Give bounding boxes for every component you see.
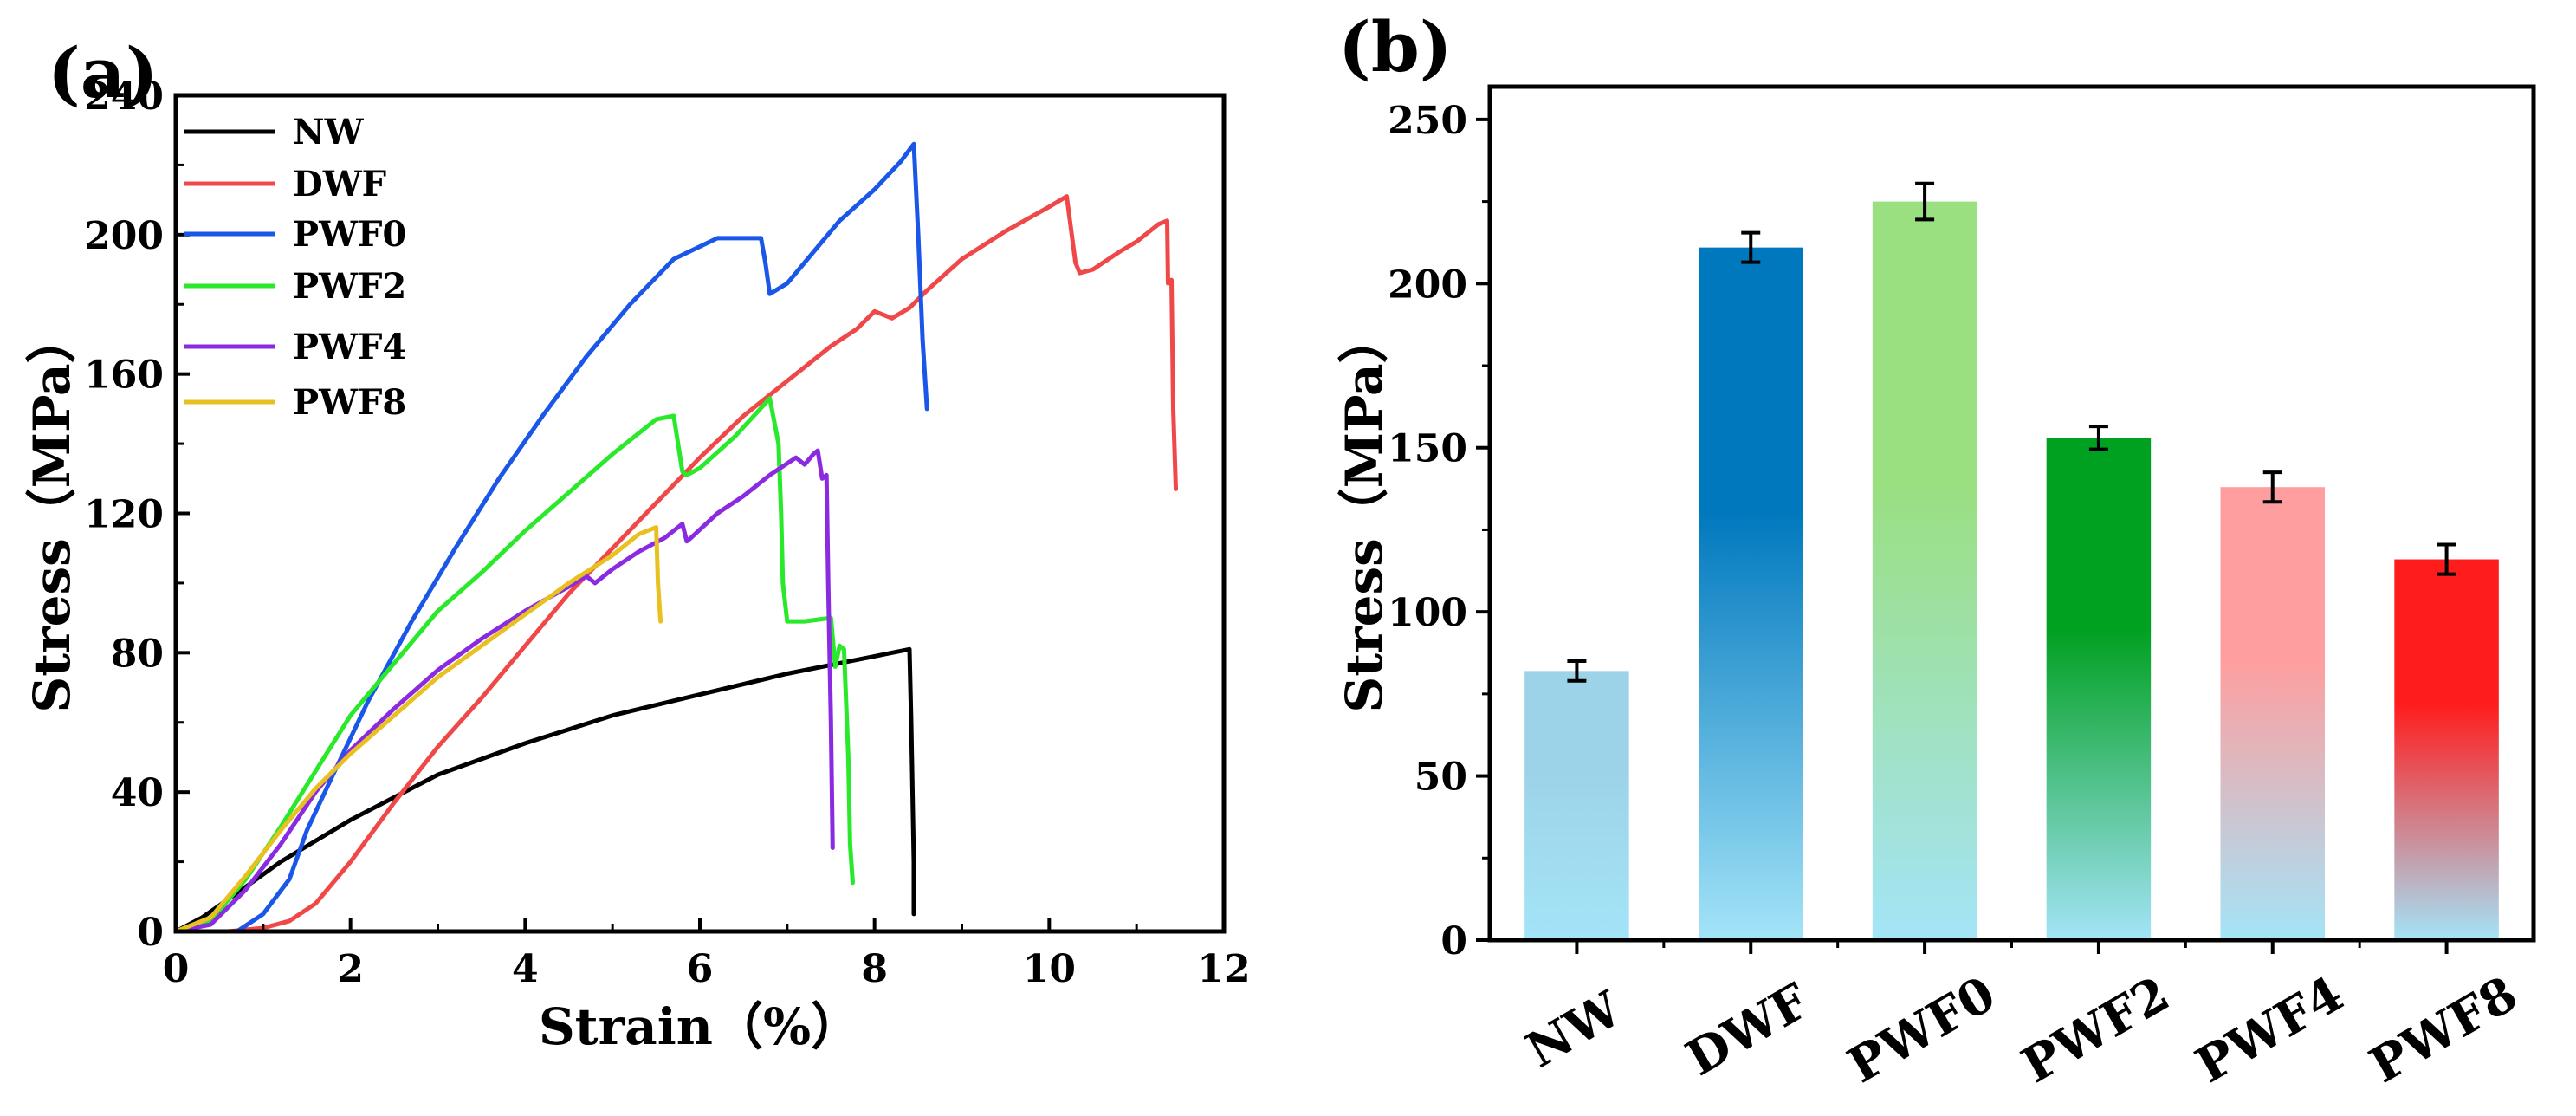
y-tick-label: 0 xyxy=(137,911,164,955)
x-tick-label: 0 xyxy=(163,947,190,991)
series-line-nw xyxy=(173,646,916,934)
bar-pwf0 xyxy=(1872,201,1977,940)
y-tick-label: 0 xyxy=(1440,919,1467,964)
panel-b-bars: NW DWF PWF0 PWF2 PWF4 PWF8 xyxy=(1517,181,2527,1094)
bar-nw xyxy=(1524,671,1629,940)
category-label-pwf4: PWF4 xyxy=(2186,965,2353,1094)
legend-label-pwf2: PWF2 xyxy=(293,266,406,307)
x-tick-label: 10 xyxy=(1023,947,1076,991)
category-label-pwf8: PWF8 xyxy=(2360,965,2527,1094)
bar-dwf xyxy=(1699,247,1803,940)
error-bar-pwf4 xyxy=(2262,470,2282,504)
bar-pwf2 xyxy=(2046,438,2152,941)
y-tick-label: 150 xyxy=(1388,427,1467,471)
error-bar-nw xyxy=(1567,659,1587,683)
y-tick-label: 50 xyxy=(1414,756,1467,800)
legend-label-pwf4: PWF4 xyxy=(293,327,406,367)
panel-b-bar-chart: (b) NW DWF PWF0 PWF2 PWF4 PWF8 0 50 100 150 200 25… xyxy=(1335,6,2536,1094)
error-bar-dwf xyxy=(1741,230,1761,264)
legend-label-dwf: DWF xyxy=(293,164,386,204)
series-line-pwf2 xyxy=(173,396,855,934)
y-tick-label: 80 xyxy=(111,632,164,676)
panel-a-series-lines xyxy=(173,141,1178,934)
y-tick-label: 100 xyxy=(1388,591,1467,635)
category-label-dwf: DWF xyxy=(1677,972,1819,1087)
bar-pwf8 xyxy=(2394,559,2499,940)
x-tick-label: 8 xyxy=(861,947,888,991)
y-tick-label: 120 xyxy=(84,493,164,537)
error-bar-pwf2 xyxy=(2088,425,2108,451)
legend-label-pwf0: PWF0 xyxy=(293,214,406,255)
legend-label-pwf8: PWF8 xyxy=(293,382,406,423)
panel-b-plot-frame xyxy=(1487,84,2536,943)
category-label-pwf0: PWF0 xyxy=(1839,965,2005,1094)
series-line-pwf0 xyxy=(173,141,929,934)
category-label-nw: NW xyxy=(1517,980,1632,1080)
category-label-pwf2: PWF2 xyxy=(2012,965,2178,1094)
panel-a-label: (a) xyxy=(48,32,159,114)
x-tick-label: 4 xyxy=(512,947,539,991)
panel-b-label: (b) xyxy=(1338,6,1453,88)
error-bar-pwf0 xyxy=(1915,181,1935,222)
y-tick-label: 240 xyxy=(84,75,164,119)
panel-a-legend: NW DWF PWF0 PWF2 PWF4 PWF8 xyxy=(184,112,406,423)
x-tick-label: 12 xyxy=(1197,947,1250,991)
x-tick-label: 2 xyxy=(337,947,364,991)
y-tick-label: 200 xyxy=(84,214,164,258)
panel-a-x-axis-title: Strain（%） xyxy=(539,997,861,1056)
y-tick-label: 160 xyxy=(84,354,164,398)
y-tick-label: 200 xyxy=(1388,263,1467,307)
series-line-pwf4 xyxy=(173,448,835,934)
panel-b-axis-ticks: 0 50 100 150 200 250 xyxy=(1388,99,1490,964)
y-tick-label: 250 xyxy=(1388,99,1467,143)
legend-label-nw: NW xyxy=(293,112,365,152)
series-line-pwf8 xyxy=(173,525,663,934)
panel-b-y-axis-title: Stress（MPa） xyxy=(1335,313,1394,712)
panel-a-y-axis-title: Stress（MPa） xyxy=(23,313,81,712)
series-line-dwf xyxy=(173,194,1178,934)
error-bar-pwf8 xyxy=(2437,542,2456,576)
bar-pwf4 xyxy=(2220,487,2325,940)
y-tick-label: 40 xyxy=(111,771,164,815)
x-tick-label: 6 xyxy=(687,947,714,991)
